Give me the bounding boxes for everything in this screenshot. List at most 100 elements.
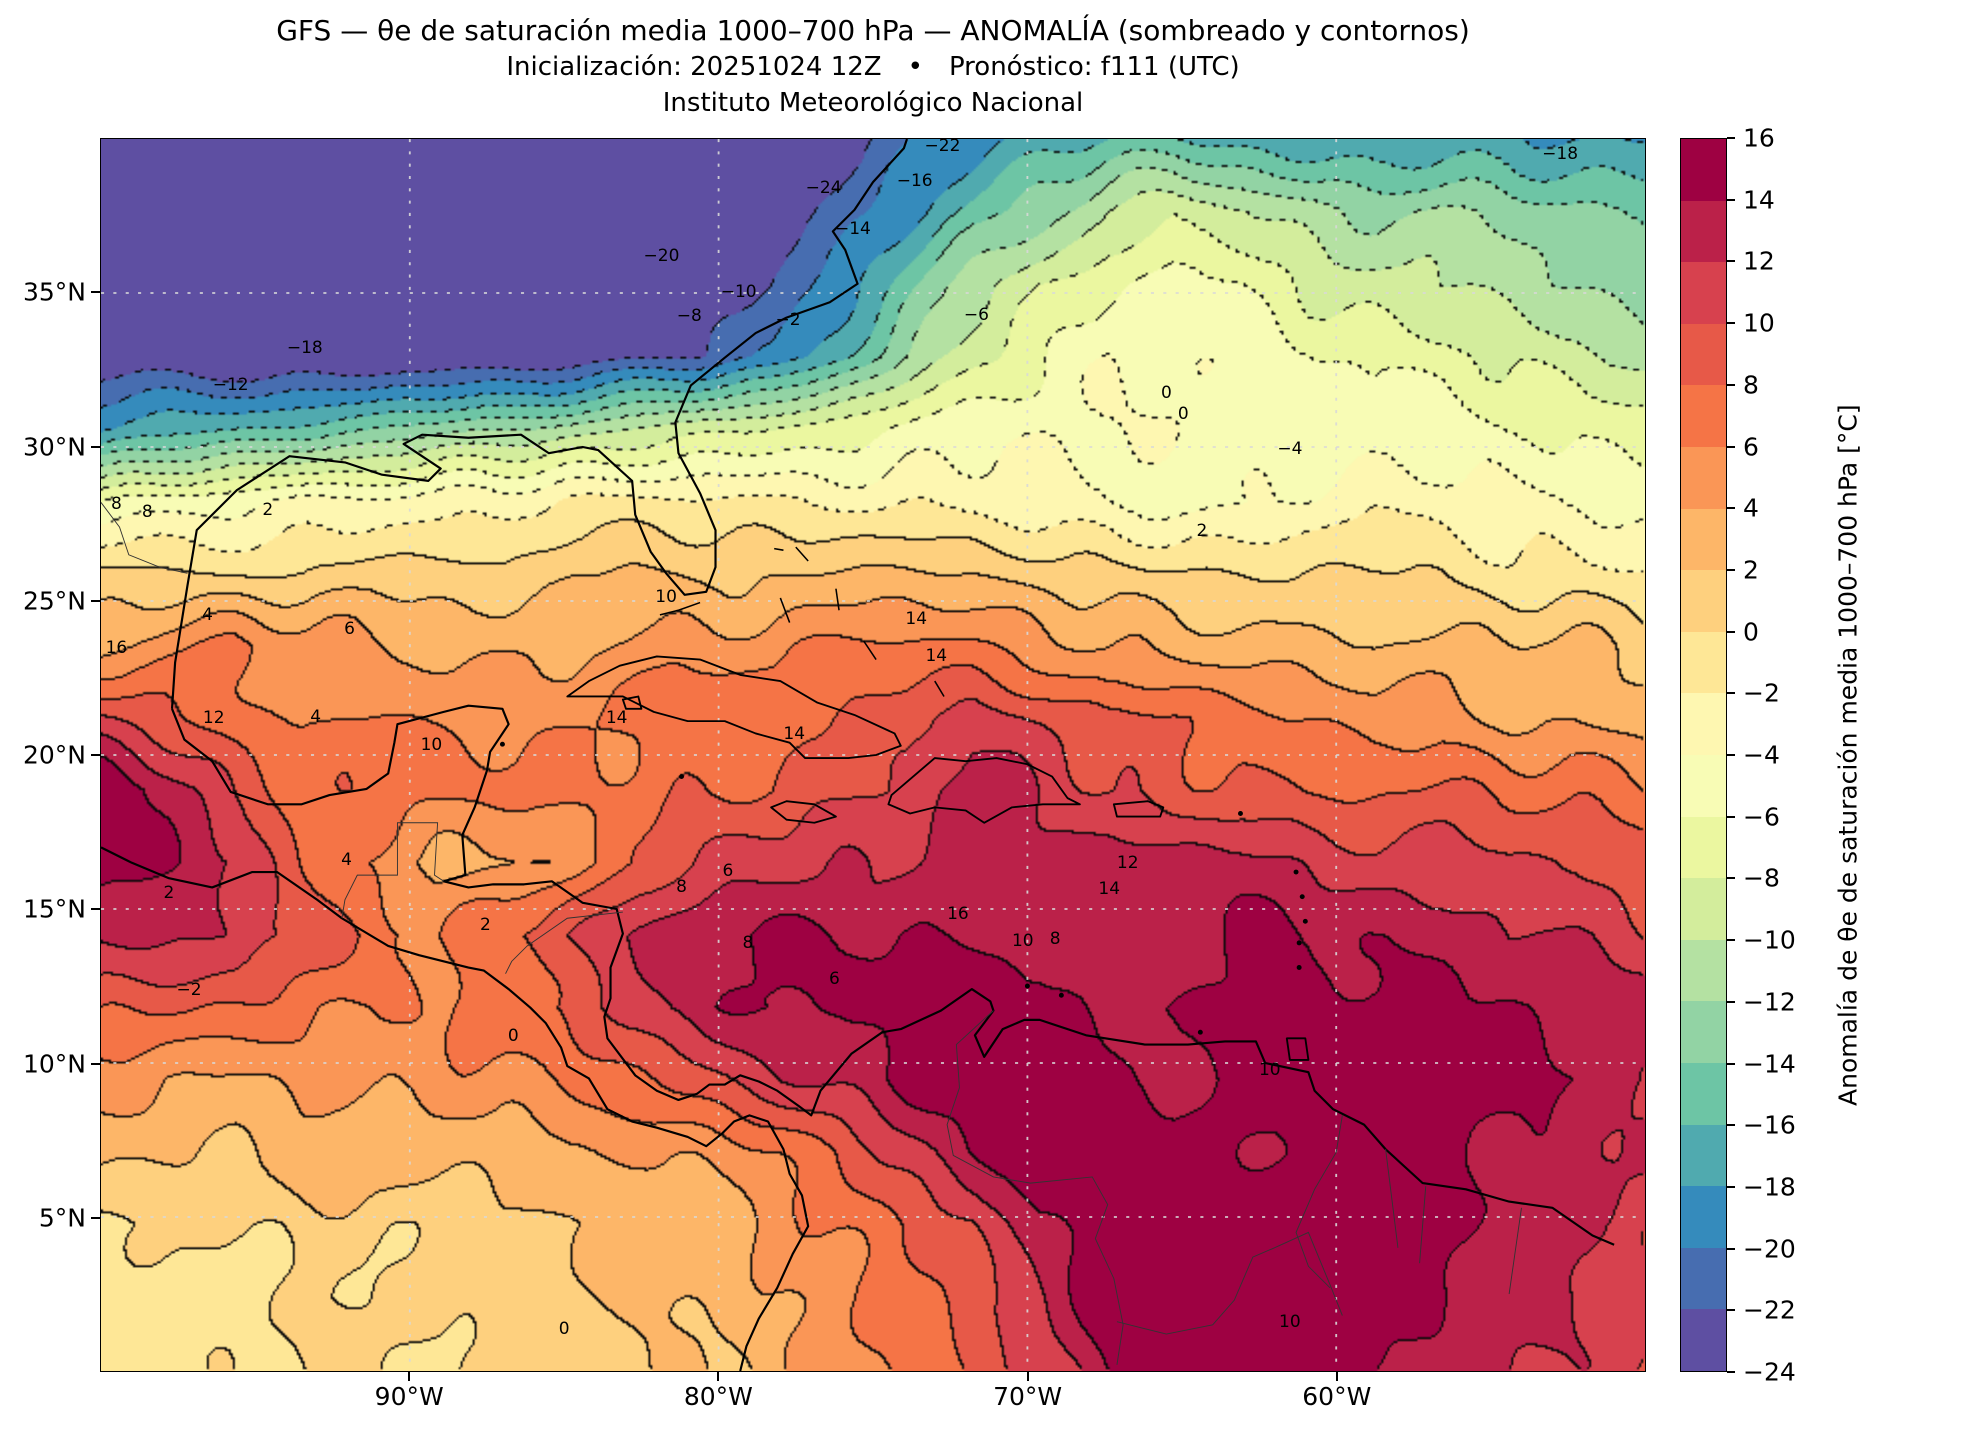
colorbar-tick-label: −18 — [1743, 1172, 1796, 1202]
colorbar-segment — [1681, 1062, 1726, 1125]
y-tick-label: 15°N — [22, 894, 86, 924]
coastlines — [101, 139, 1615, 1371]
colorbar-segment — [1681, 262, 1726, 324]
small-island-dot — [1058, 992, 1064, 998]
tick-mark — [1727, 137, 1735, 139]
colorbar-segment — [1681, 754, 1726, 817]
colorbar-tick-label: −12 — [1743, 987, 1796, 1017]
country-border — [946, 1010, 1124, 1365]
small-island-dot — [1299, 894, 1305, 900]
tick-mark — [1727, 630, 1735, 633]
colorbar-segment — [1681, 385, 1726, 447]
small-island-dot — [1296, 965, 1302, 970]
tick-mark — [1727, 260, 1735, 263]
title-block: GFS — θe de saturación media 1000–700 hP… — [100, 12, 1646, 121]
colorbar-segment — [1681, 816, 1726, 879]
y-tick-label: 25°N — [22, 586, 86, 616]
country-border — [1116, 1231, 1343, 1335]
tick-mark — [91, 1062, 100, 1065]
colorbar-tick-label: −2 — [1743, 678, 1780, 708]
tick-mark — [717, 1372, 720, 1381]
tick-mark — [1727, 877, 1735, 880]
colorbar-tick-label: −8 — [1743, 863, 1780, 893]
tick-mark — [1727, 1062, 1735, 1065]
colorbar-tick-label: 4 — [1743, 493, 1759, 523]
colorbar-tick-label: 16 — [1743, 123, 1775, 153]
colorbar-segment — [1681, 1309, 1726, 1371]
island-outline — [566, 655, 902, 760]
tick-mark — [1727, 939, 1735, 942]
y-tick-label: 35°N — [22, 277, 86, 307]
colorbar-label: Anomalía de θe de saturación media 1000–… — [1833, 404, 1863, 1106]
colorbar-segment — [1681, 1124, 1726, 1187]
country-border — [1508, 1207, 1522, 1295]
small-island-line — [934, 680, 945, 697]
tick-mark — [1727, 383, 1735, 386]
gridlines — [101, 139, 1645, 1371]
island-outline — [621, 695, 643, 710]
tick-mark — [1727, 1309, 1735, 1312]
colorbar-segment — [1681, 939, 1726, 1002]
colorbar-segment — [1681, 1186, 1726, 1248]
colorbar-segment — [1681, 878, 1726, 940]
colorbar-tick-label: 10 — [1743, 308, 1775, 338]
colorbar-segment — [1681, 446, 1726, 509]
tick-mark — [1727, 445, 1735, 448]
tick-mark — [1727, 568, 1735, 571]
colorbar-tick-label: −6 — [1743, 802, 1780, 832]
island-outline — [1112, 800, 1165, 818]
colorbar-tick-label: 8 — [1743, 370, 1759, 400]
tick-mark — [91, 908, 100, 911]
tick-mark — [91, 291, 100, 294]
colorbar-tick-labels: 16 14 12 10 8 6 4 2 0 −2 −4 −6 −8 −10 −12 −14 −16 −18 −20 −… — [1743, 124, 1823, 1387]
country-border — [101, 502, 188, 574]
colorbar-tick-label: −24 — [1743, 1357, 1796, 1387]
small-island-dot — [679, 774, 685, 780]
y-tick-label: 20°N — [22, 740, 86, 770]
chart-subtitle: Inicialización: 20251024 12Z • Pronóstic… — [506, 52, 1240, 82]
tick-mark — [1026, 1372, 1029, 1381]
tick-mark — [1727, 1185, 1735, 1188]
coastline-path — [170, 139, 908, 709]
y-axis-labels: 35°N 30°N 25°N 20°N 15°N 10°N 5°N — [0, 138, 86, 1372]
colorbar-tick-label: −14 — [1743, 1049, 1796, 1078]
country-border — [341, 822, 445, 919]
tick-mark — [1727, 1247, 1735, 1250]
colorbar — [1680, 138, 1727, 1372]
colorbar-tick-label: −10 — [1743, 925, 1796, 955]
colorbar-tick-label: −4 — [1743, 740, 1780, 770]
colorbar-tick-label: 2 — [1743, 555, 1759, 585]
colorbar-tick-label: 14 — [1743, 185, 1775, 215]
island-outline — [887, 757, 1081, 824]
country-border — [1385, 1149, 1399, 1248]
tick-mark — [1335, 1372, 1338, 1381]
colorbar-segment — [1681, 693, 1726, 755]
tick-mark — [1727, 692, 1735, 695]
colorbar-tick-label: −22 — [1743, 1295, 1796, 1325]
small-island-dot — [1238, 811, 1243, 816]
colorbar-segment — [1681, 323, 1726, 386]
tick-mark — [1727, 198, 1735, 201]
small-island-dot — [1024, 983, 1030, 989]
island-outline — [770, 800, 837, 824]
small-island-dot — [1302, 918, 1308, 924]
coastline-path — [101, 846, 810, 1371]
colorbar-tick-label: −20 — [1743, 1234, 1796, 1264]
small-island-line — [863, 640, 877, 660]
tick-mark — [408, 1372, 411, 1381]
small-island-line — [835, 588, 840, 611]
tick-mark — [1727, 507, 1735, 510]
colorbar-segment — [1681, 1247, 1726, 1310]
x-axis-labels: 90°W 80°W 70°W 60°W — [100, 1382, 1646, 1414]
x-tick-label: 70°W — [993, 1382, 1063, 1411]
tick-mark — [91, 599, 100, 602]
small-island-line — [779, 597, 791, 623]
small-island-dot — [1293, 869, 1299, 875]
x-tick-label: 90°W — [374, 1382, 444, 1411]
tick-mark — [1727, 1371, 1735, 1373]
colorbar-tick-label: −16 — [1743, 1110, 1796, 1140]
y-tick-label: 30°N — [22, 432, 86, 461]
x-tick-label: 60°W — [1302, 1382, 1372, 1411]
small-island-line — [795, 546, 809, 562]
